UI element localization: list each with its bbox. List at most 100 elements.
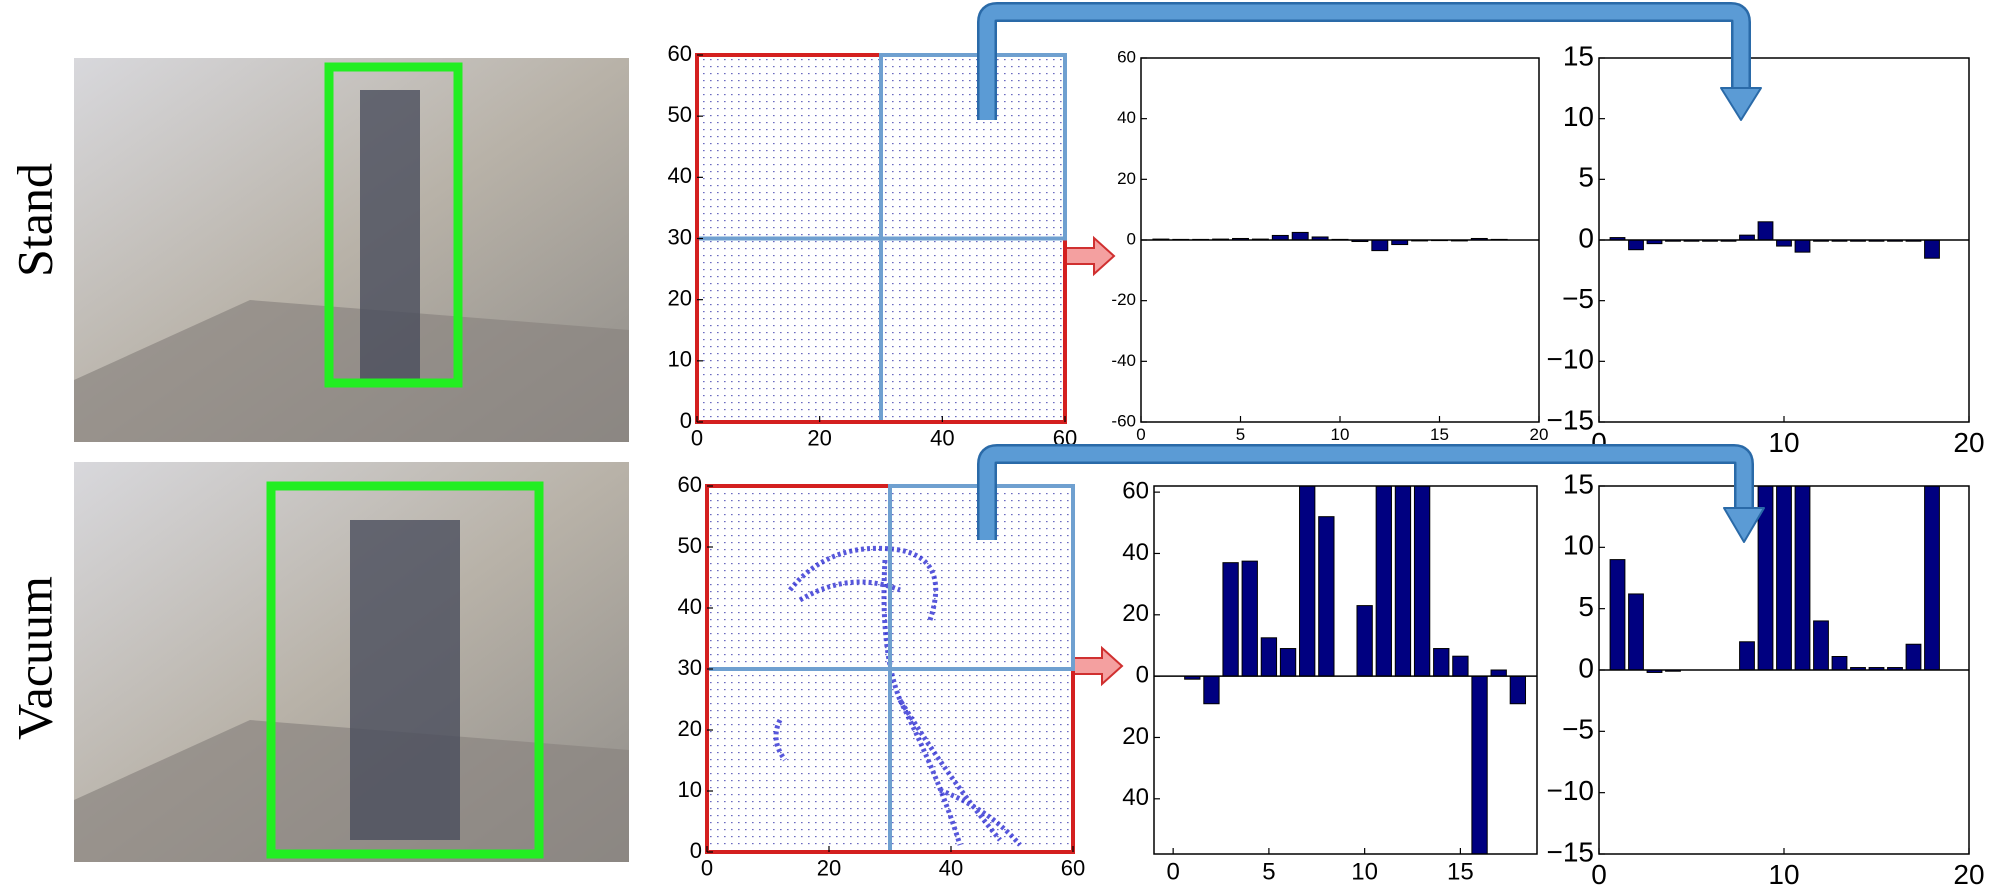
y-tick-label: −15 (1547, 836, 1595, 867)
y-tick-label: 5 (1578, 162, 1594, 193)
x-tick-label: 20 (1953, 427, 1984, 458)
row-label: Vacuum (6, 576, 62, 740)
bar (1905, 643, 1922, 671)
y-tick-label: -60 (1111, 411, 1136, 430)
x-tick-label: 5 (1236, 425, 1245, 444)
x-tick-label: 20 (807, 425, 831, 450)
y-tick-label: 10 (668, 347, 692, 372)
x-tick-label: 20 (817, 855, 841, 880)
flow-streak (881, 559, 1002, 842)
y-tick-label: 0 (1136, 661, 1149, 688)
bar (1757, 221, 1774, 241)
x-tick-label: 10 (1768, 427, 1799, 458)
flow-streak (798, 579, 901, 603)
bar (1222, 562, 1239, 677)
row-label: Stand (6, 163, 62, 277)
photo (74, 462, 629, 862)
y-tick-label: −15 (1547, 404, 1595, 435)
y-tick-label: 60 (1122, 477, 1149, 504)
bars (1609, 486, 1940, 673)
chart: -60 -40 -20 0 20 40 60 0 5 10 15 20 (1111, 47, 1548, 444)
bar (1318, 516, 1335, 677)
bracket-arrow (977, 2, 1765, 543)
x-tick-label: 40 (930, 425, 954, 450)
bar (1924, 486, 1940, 671)
x-tick-label: 40 (939, 855, 963, 880)
y-tick-label: 20 (1122, 723, 1149, 750)
y-tick-label: 60 (668, 41, 692, 66)
bars (1184, 486, 1527, 854)
bar (1794, 239, 1811, 253)
quadrant-border (879, 53, 1067, 241)
bar (1831, 656, 1848, 671)
y-tick-label: 20 (678, 716, 702, 741)
y-tick-label: 20 (1117, 169, 1136, 188)
x-tick-label: 15 (1430, 425, 1449, 444)
x-tick-label: 5 (1262, 859, 1275, 886)
y-tick-label: 30 (678, 655, 702, 680)
y-tick-label: −5 (1562, 283, 1594, 314)
y-tick-label: 50 (668, 102, 692, 127)
bar (1291, 231, 1309, 241)
y-tick-label: -40 (1111, 351, 1136, 370)
flow-arrow (1065, 235, 1124, 687)
y-tick-label: −10 (1547, 775, 1595, 806)
bar (1757, 486, 1774, 671)
y-tick-label: 40 (668, 163, 692, 188)
bar (1628, 239, 1644, 251)
y-tick-label: 0 (690, 838, 702, 863)
flow-streak (773, 718, 788, 762)
photo (74, 58, 629, 442)
y-tick-label: 10 (1563, 101, 1594, 132)
x-tick-label: 0 (1591, 859, 1607, 890)
bar (1241, 560, 1258, 677)
x-tick-label: 0 (1136, 425, 1145, 444)
bar (1509, 675, 1527, 705)
y-tick-label: 0 (1578, 652, 1594, 683)
bar (1490, 669, 1507, 677)
bar (1609, 559, 1626, 671)
y-tick-label: 15 (1563, 468, 1594, 499)
bar (1260, 637, 1278, 677)
flow-streak (788, 545, 939, 621)
x-tick-label: 0 (691, 425, 703, 450)
y-tick-label: −10 (1547, 344, 1595, 375)
y-tick-label: 10 (678, 777, 702, 802)
y-tick-label: 60 (678, 472, 702, 497)
y-tick-label: 10 (1563, 530, 1594, 561)
x-tick-label: 10 (1351, 859, 1378, 886)
y-tick-label: 40 (678, 594, 702, 619)
bar (1356, 605, 1373, 677)
bar (1371, 239, 1389, 252)
y-tick-label: 5 (1578, 591, 1594, 622)
bar (1394, 486, 1412, 677)
x-tick-label: 20 (1530, 425, 1549, 444)
y-tick-label: 0 (1578, 222, 1594, 253)
y-tick-label: −5 (1562, 714, 1594, 745)
axes-box (1153, 485, 1538, 855)
y-tick-label: 40 (1122, 539, 1149, 566)
y-tick-label: 40 (1117, 108, 1136, 127)
bar (1433, 648, 1450, 677)
bar (1413, 486, 1431, 677)
y-tick-label: 40 (1122, 784, 1149, 811)
bar (1924, 239, 1940, 259)
y-tick-label: 0 (1127, 229, 1136, 248)
bar (1776, 486, 1792, 671)
x-tick-label: 20 (1953, 859, 1984, 890)
y-tick-label: 0 (680, 408, 692, 433)
y-tick-label: 20 (1122, 600, 1149, 627)
bar (1813, 620, 1829, 671)
flow-streak (897, 698, 963, 846)
bar (1279, 648, 1297, 677)
y-tick-label: -20 (1111, 290, 1136, 309)
bar (1776, 239, 1792, 247)
bar (1299, 486, 1316, 677)
x-tick-label: 60 (1061, 855, 1085, 880)
bar (1452, 655, 1469, 677)
